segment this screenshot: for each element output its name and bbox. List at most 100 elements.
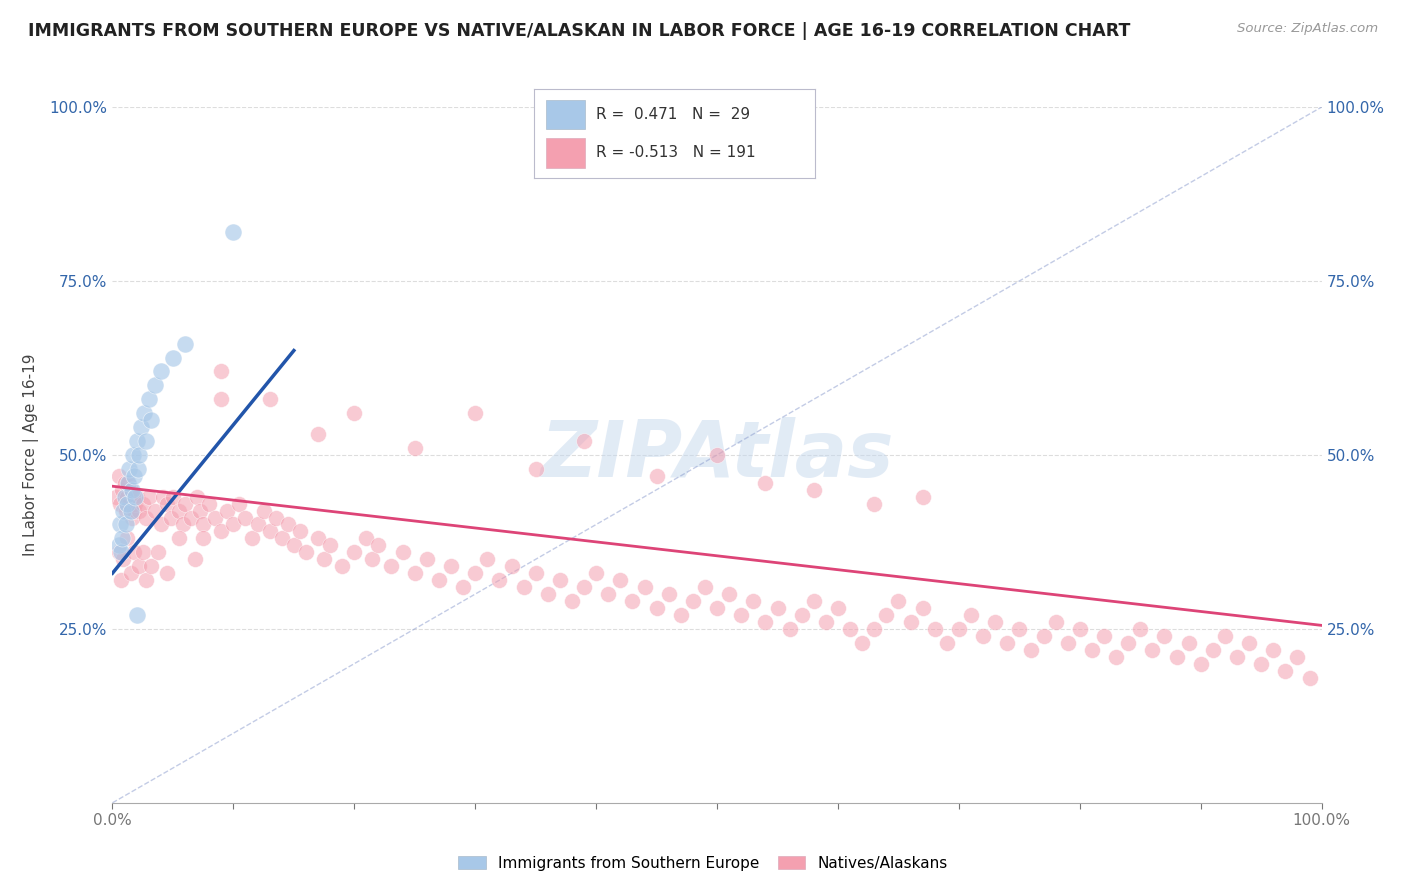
Point — [766, 601, 789, 615]
Point — [167, 503, 190, 517]
Point — [658, 587, 681, 601]
Point — [307, 427, 329, 442]
Point — [948, 622, 970, 636]
Point — [183, 552, 205, 566]
Point — [1298, 671, 1320, 685]
Point — [149, 517, 172, 532]
Point — [149, 364, 172, 378]
Point — [330, 559, 353, 574]
Point — [524, 462, 547, 476]
Point — [115, 532, 138, 546]
Point — [107, 538, 129, 552]
Point — [132, 545, 155, 559]
Point — [380, 559, 402, 574]
Point — [204, 510, 226, 524]
Point — [112, 552, 135, 566]
Text: IMMIGRANTS FROM SOUTHERN EUROPE VS NATIVE/ALASKAN IN LABOR FORCE | AGE 16-19 COR: IMMIGRANTS FROM SOUTHERN EUROPE VS NATIV… — [28, 22, 1130, 40]
Point — [217, 503, 239, 517]
Point — [107, 468, 129, 483]
Point — [561, 594, 583, 608]
Point — [228, 497, 250, 511]
Point — [162, 351, 184, 365]
Point — [174, 336, 197, 351]
Point — [863, 622, 886, 636]
Point — [391, 545, 413, 559]
Point — [343, 545, 366, 559]
Point — [121, 483, 143, 497]
Point — [152, 490, 174, 504]
Point — [312, 552, 335, 566]
Point — [209, 364, 232, 378]
Text: Source: ZipAtlas.com: Source: ZipAtlas.com — [1237, 22, 1378, 36]
Point — [114, 490, 136, 504]
Point — [209, 392, 232, 407]
Point — [839, 622, 862, 636]
Point — [706, 601, 728, 615]
Point — [451, 580, 474, 594]
Point — [209, 524, 232, 539]
Point — [682, 594, 704, 608]
Point — [1286, 649, 1309, 664]
Point — [270, 532, 292, 546]
Point — [1105, 649, 1128, 664]
Point — [132, 497, 155, 511]
Point — [156, 497, 179, 511]
Point — [118, 497, 141, 511]
Point — [246, 517, 269, 532]
Point — [122, 448, 145, 462]
Point — [361, 552, 384, 566]
Point — [162, 490, 184, 504]
Text: ZIPAtlas: ZIPAtlas — [540, 417, 894, 493]
Point — [488, 573, 510, 587]
Point — [367, 538, 389, 552]
Point — [754, 615, 776, 629]
Point — [730, 607, 752, 622]
Point — [191, 532, 214, 546]
Point — [779, 622, 801, 636]
Point — [827, 601, 849, 615]
Point — [191, 517, 214, 532]
Point — [253, 503, 276, 517]
Point — [875, 607, 897, 622]
Point — [706, 448, 728, 462]
Point — [180, 510, 202, 524]
Point — [174, 497, 197, 511]
Point — [924, 622, 946, 636]
Point — [143, 503, 166, 517]
Point — [167, 532, 190, 546]
Point — [754, 475, 776, 490]
Point — [120, 483, 142, 497]
Point — [1153, 629, 1175, 643]
Point — [288, 524, 311, 539]
Point — [427, 573, 450, 587]
Point — [117, 475, 139, 490]
Point — [1237, 636, 1260, 650]
Point — [122, 490, 145, 504]
Point — [121, 510, 143, 524]
Point — [115, 497, 138, 511]
Point — [135, 510, 157, 524]
Point — [141, 559, 163, 574]
Point — [110, 573, 132, 587]
Point — [107, 545, 129, 559]
Point — [404, 566, 426, 581]
Point — [1092, 629, 1115, 643]
Point — [1116, 636, 1139, 650]
Point — [1008, 622, 1031, 636]
Point — [512, 580, 534, 594]
Point — [911, 601, 934, 615]
Point — [1177, 636, 1199, 650]
Point — [814, 615, 837, 629]
Point — [742, 594, 765, 608]
Point — [1142, 642, 1164, 657]
Point — [156, 566, 179, 581]
Point — [222, 225, 245, 239]
Point — [128, 503, 150, 517]
Point — [122, 468, 145, 483]
Point — [1213, 629, 1236, 643]
Point — [935, 636, 957, 650]
Point — [114, 503, 136, 517]
FancyBboxPatch shape — [546, 138, 585, 168]
Point — [259, 524, 281, 539]
Point — [259, 392, 281, 407]
